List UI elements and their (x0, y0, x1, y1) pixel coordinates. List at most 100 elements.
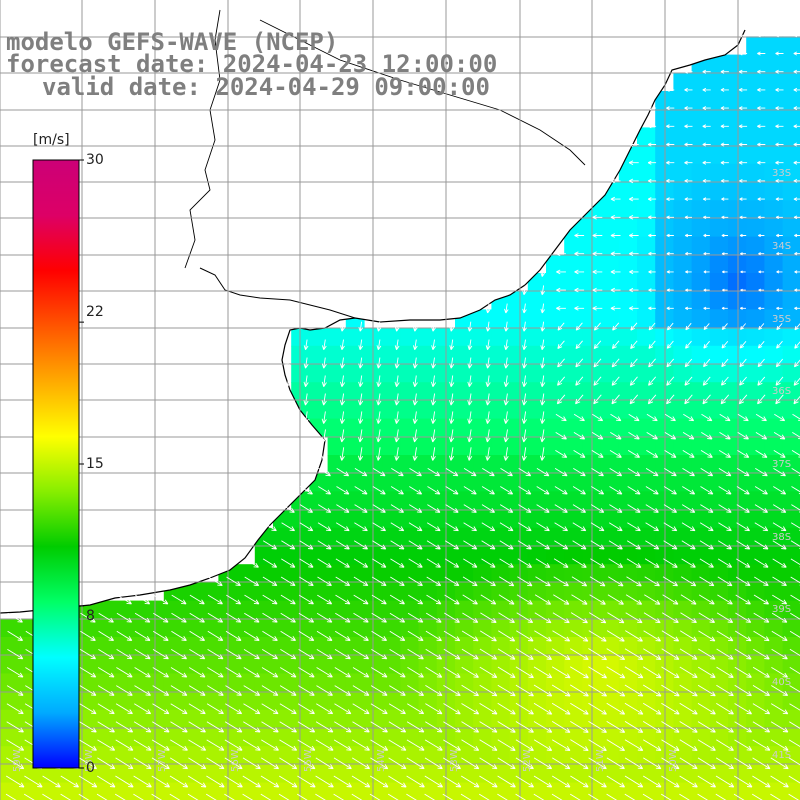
field-cell (455, 509, 474, 529)
field-cell (455, 582, 474, 602)
field-cell (291, 327, 310, 347)
field-cell (673, 655, 693, 674)
wind-arrow (685, 340, 692, 349)
wind-arrow (571, 594, 588, 605)
field-cell (564, 400, 583, 420)
field-cell (673, 182, 693, 201)
wind-arrow (702, 106, 711, 111)
wind-arrow (771, 685, 789, 696)
field-cell (291, 655, 310, 674)
field-cell (564, 254, 583, 274)
wind-arrow (757, 215, 765, 220)
field-cell (728, 145, 747, 165)
wind-arrow (666, 322, 674, 331)
wind-arrow (279, 703, 297, 715)
wind-arrow (536, 468, 550, 477)
wind-arrow (481, 540, 496, 550)
wind-arrow (372, 486, 386, 495)
field-cell (746, 218, 765, 238)
field-cell (527, 491, 547, 511)
field-cell (709, 728, 729, 747)
wind-arrow (372, 468, 386, 477)
field-cell (618, 382, 638, 401)
field-cell (728, 491, 747, 511)
field-cell (782, 455, 800, 474)
wind-arrow (734, 721, 752, 733)
field-cell (236, 564, 256, 583)
field-cell (327, 491, 347, 511)
field-cell (0, 691, 19, 711)
field-cell (455, 728, 474, 747)
wind-arrow (739, 197, 747, 201)
wind-arrow (481, 522, 496, 532)
field-cell (91, 600, 110, 620)
wind-arrow (793, 33, 800, 38)
field-cell (418, 364, 438, 383)
wind-arrow (648, 288, 656, 292)
wind-arrow (697, 739, 716, 751)
field-cell (182, 709, 201, 729)
wind-arrow (500, 468, 513, 477)
field-cell (455, 691, 474, 711)
field-cell (728, 182, 747, 201)
field-cell (691, 764, 711, 784)
wind-arrow (262, 630, 278, 641)
field-cell (728, 455, 747, 474)
field-cell (673, 72, 693, 92)
wind-arrow (790, 540, 800, 550)
estuary-outline (199, 267, 356, 319)
wind-arrow (388, 703, 406, 715)
field-cell (746, 36, 765, 56)
wind-arrow (315, 721, 334, 733)
wind-arrow (298, 630, 315, 641)
field-cell (546, 673, 565, 693)
wind-arrow (593, 376, 602, 386)
wind-arrow (570, 612, 588, 624)
wind-arrow (666, 270, 674, 274)
wind-arrow (498, 612, 515, 624)
wind-arrow (171, 630, 187, 641)
wind-arrow (317, 576, 332, 587)
field-cell (418, 691, 438, 711)
field-cell (691, 546, 711, 565)
field-cell (728, 127, 747, 147)
wind-arrow (717, 594, 733, 605)
field-cell (709, 163, 729, 183)
field-cell (600, 473, 620, 492)
field-cell (291, 728, 310, 747)
field-cell (509, 600, 529, 620)
wind-arrow (775, 142, 784, 147)
field-cell (345, 327, 365, 347)
wind-arrow (573, 432, 586, 440)
wind-arrow (352, 721, 370, 733)
wind-arrow (467, 339, 473, 351)
field-cell (746, 709, 765, 729)
field-cell (509, 327, 529, 347)
wind-arrow (666, 124, 675, 129)
wind-arrow (757, 341, 765, 349)
wind-arrow (6, 757, 25, 770)
wind-arrow (79, 667, 97, 678)
wind-arrow (499, 522, 514, 532)
field-cell (637, 273, 656, 292)
wind-arrow (754, 558, 769, 568)
field-cell (673, 600, 693, 620)
wind-arrow (80, 630, 96, 641)
wind-arrow (754, 540, 769, 550)
wind-arrow (606, 757, 625, 770)
wind-arrow (517, 522, 532, 532)
wind-arrow (647, 197, 657, 202)
longitude-label: 59W (12, 749, 23, 772)
wind-arrow (518, 468, 532, 477)
field-cell (236, 582, 256, 602)
wind-arrow (606, 684, 626, 697)
wind-arrow (521, 447, 527, 461)
field-cell (691, 637, 711, 656)
field-cell (764, 54, 784, 74)
wind-arrow (646, 450, 659, 458)
wind-arrow (6, 667, 24, 678)
wind-arrow (226, 576, 241, 587)
wind-arrow (755, 450, 768, 458)
field-cell (400, 564, 420, 583)
field-cell (473, 527, 492, 547)
